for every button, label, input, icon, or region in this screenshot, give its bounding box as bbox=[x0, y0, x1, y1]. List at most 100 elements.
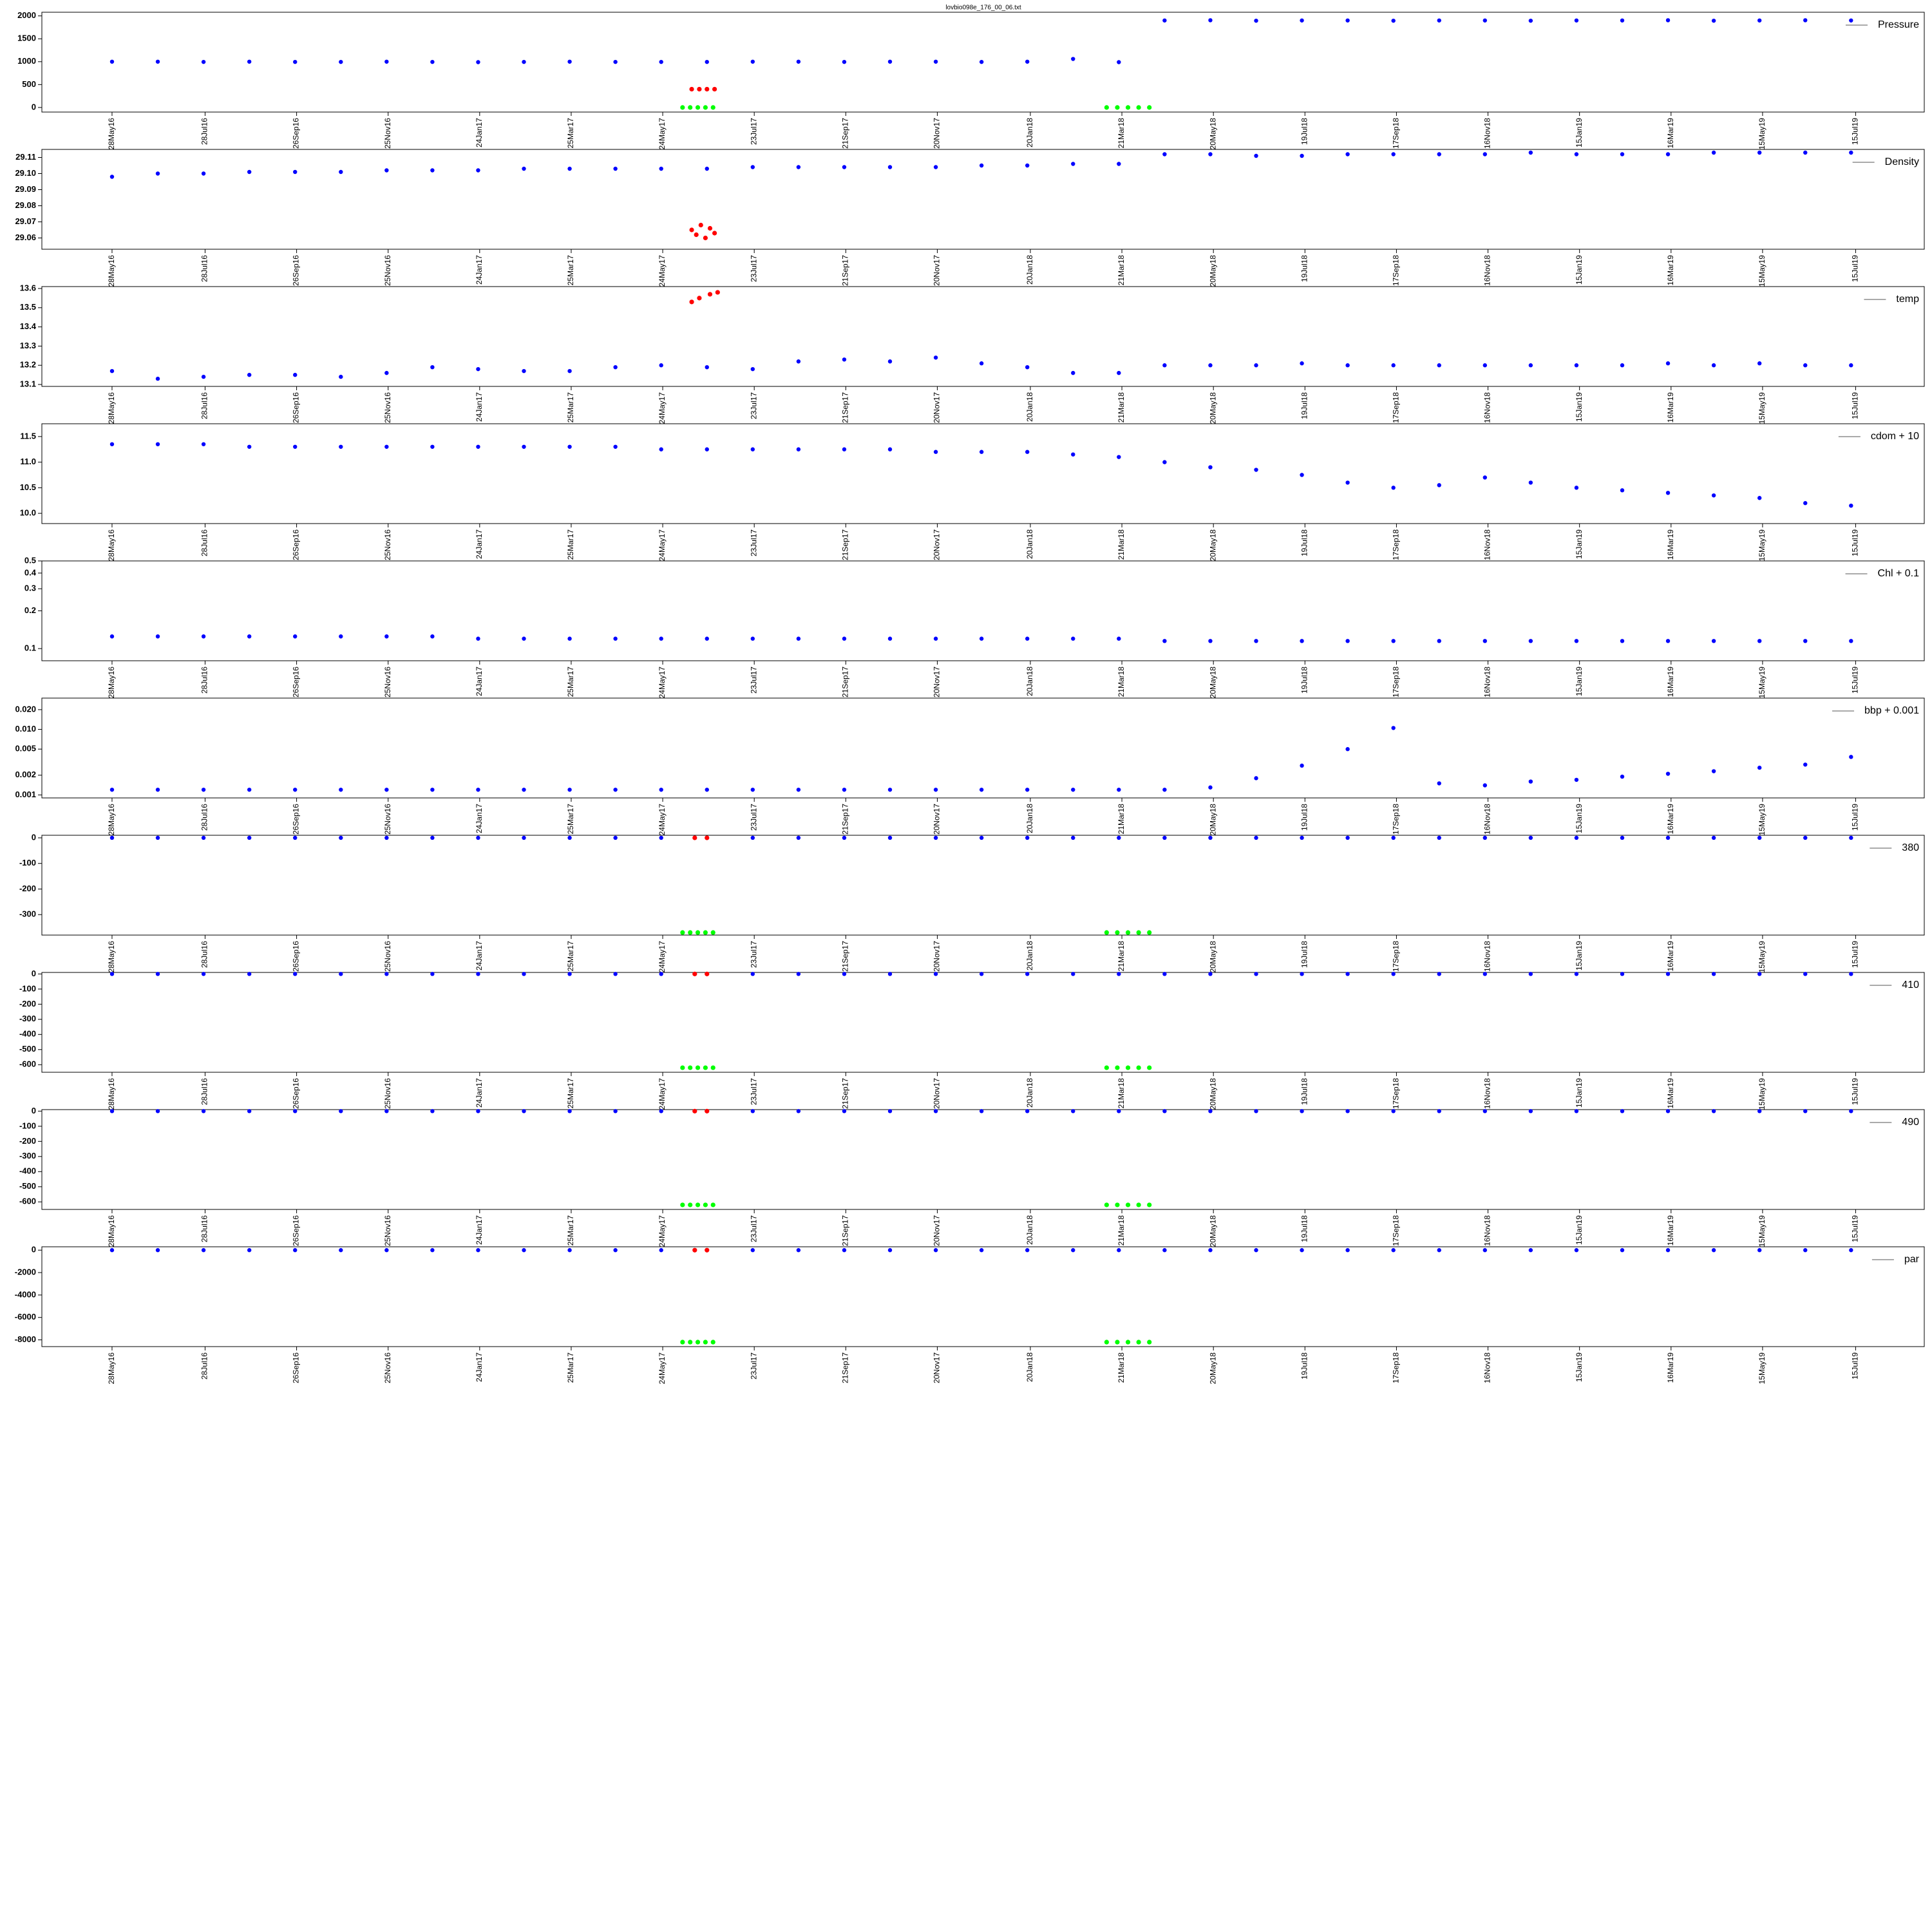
x-tick-label: 21Sep17 bbox=[840, 804, 849, 835]
data-point bbox=[293, 788, 298, 792]
data-point bbox=[1437, 18, 1441, 23]
data-point bbox=[710, 1202, 715, 1208]
data-point bbox=[1482, 835, 1488, 840]
x-tick-label: 26Sep16 bbox=[292, 118, 301, 149]
panel: 0.001 0.002 0.005 0.010 0.020 28May16 28Jul16 2… bbox=[15, 697, 1925, 836]
data-point bbox=[1104, 930, 1109, 935]
data-point bbox=[979, 788, 984, 792]
x-tick-label: 21Sep17 bbox=[840, 529, 849, 560]
data-point bbox=[705, 1108, 710, 1113]
data-point bbox=[1711, 769, 1716, 773]
data-point bbox=[887, 59, 893, 64]
y-tick-label: -100 bbox=[19, 983, 36, 993]
x-tick-label: 17Sep18 bbox=[1392, 1215, 1401, 1246]
data-point bbox=[1162, 18, 1167, 23]
x-tick-label: 24May17 bbox=[658, 804, 667, 836]
data-point bbox=[1117, 972, 1121, 976]
data-point bbox=[339, 59, 343, 64]
data-point bbox=[1757, 765, 1762, 770]
y-tick-label: -400 bbox=[19, 1029, 36, 1039]
x-tick-label: 24Jan17 bbox=[475, 392, 484, 422]
data-point bbox=[155, 442, 160, 446]
data-point bbox=[1162, 835, 1167, 840]
data-point bbox=[430, 972, 435, 976]
data-point bbox=[1757, 361, 1762, 366]
data-point bbox=[1849, 1109, 1853, 1113]
data-point bbox=[842, 59, 847, 64]
data-point bbox=[201, 59, 206, 64]
x-tick-label: 17Sep18 bbox=[1392, 667, 1401, 697]
data-point bbox=[1345, 1109, 1350, 1113]
data-point bbox=[659, 363, 663, 368]
y-tick-label: -300 bbox=[19, 1014, 36, 1023]
data-point bbox=[1803, 762, 1808, 767]
y-tick-label: -600 bbox=[19, 1059, 36, 1069]
x-tick-label: 26Sep16 bbox=[292, 941, 301, 972]
data-point bbox=[522, 972, 526, 976]
data-point bbox=[613, 788, 618, 792]
data-point bbox=[613, 972, 618, 976]
data-point bbox=[430, 634, 435, 639]
data-point bbox=[1117, 1109, 1121, 1113]
y-tick-label: 0 bbox=[32, 832, 36, 842]
x-tick-label: 24Jan17 bbox=[475, 529, 484, 559]
data-point bbox=[1104, 1065, 1109, 1070]
data-point bbox=[567, 368, 572, 374]
x-tick-label: 21Mar18 bbox=[1117, 667, 1126, 697]
data-point bbox=[1391, 18, 1396, 23]
data-point bbox=[567, 1109, 572, 1113]
data-point bbox=[339, 169, 343, 175]
x-tick-label: 17Sep18 bbox=[1392, 1078, 1401, 1109]
y-tick-label: -500 bbox=[19, 1181, 36, 1191]
x-tick-label: 21Mar18 bbox=[1117, 1078, 1126, 1109]
x-tick-label: 20Nov17 bbox=[933, 1215, 942, 1246]
data-point bbox=[1757, 1109, 1762, 1113]
data-point bbox=[695, 1065, 701, 1070]
data-point bbox=[1147, 1340, 1152, 1345]
data-point bbox=[1117, 788, 1121, 792]
data-point bbox=[522, 835, 526, 840]
data-point bbox=[1115, 1065, 1120, 1070]
x-tick-label: 20May18 bbox=[1208, 667, 1217, 699]
y-tick-label: -300 bbox=[19, 1151, 36, 1160]
data-point bbox=[887, 972, 893, 976]
y-tick-label: 29.09 bbox=[15, 184, 36, 194]
panel: 0.1 0.2 0.3 0.4 0.5 28May16 28Jul16 26Sep16 25No… bbox=[24, 555, 1925, 699]
x-tick-label: 20May18 bbox=[1208, 941, 1217, 973]
data-point bbox=[1254, 835, 1258, 840]
x-tick-label: 24May17 bbox=[658, 529, 667, 562]
y-tick-label: 13.1 bbox=[20, 379, 36, 388]
x-tick-label: 24Jan17 bbox=[475, 1352, 484, 1382]
x-tick-label: 19Jul18 bbox=[1300, 392, 1309, 419]
data-point bbox=[1136, 1202, 1141, 1208]
data-point bbox=[1711, 639, 1716, 643]
x-tick-label: 20May18 bbox=[1208, 255, 1217, 287]
y-tick-label: 29.07 bbox=[15, 216, 36, 226]
data-point bbox=[293, 1109, 298, 1113]
data-point bbox=[703, 1065, 708, 1070]
data-point bbox=[476, 168, 480, 173]
x-tick-label: 15Jul19 bbox=[1851, 1215, 1860, 1242]
data-point bbox=[703, 1340, 708, 1345]
data-point bbox=[1620, 774, 1625, 779]
data-point bbox=[688, 1065, 693, 1070]
data-point bbox=[1711, 150, 1716, 155]
x-tick-label: 17Sep18 bbox=[1392, 529, 1401, 560]
x-tick-label: 24May17 bbox=[658, 941, 667, 973]
data-point bbox=[1115, 105, 1120, 110]
data-point bbox=[201, 1248, 206, 1253]
legend-label: par bbox=[1904, 1254, 1920, 1265]
data-point bbox=[1803, 835, 1808, 840]
x-tick-label: 25Mar17 bbox=[566, 1352, 575, 1383]
y-tick-label: 0.4 bbox=[24, 567, 37, 577]
data-point bbox=[1620, 1248, 1625, 1253]
x-tick-label: 28Jul16 bbox=[200, 667, 209, 694]
x-tick-label: 15Jan19 bbox=[1575, 529, 1584, 559]
x-tick-label: 26Sep16 bbox=[292, 392, 301, 423]
x-tick-label: 16Nov18 bbox=[1483, 529, 1492, 560]
data-point bbox=[1711, 363, 1716, 368]
y-tick-label: -8000 bbox=[15, 1334, 36, 1344]
x-tick-label: 19Jul18 bbox=[1300, 529, 1309, 556]
y-tick-label: -200 bbox=[19, 1136, 36, 1146]
x-tick-label: 15Jan19 bbox=[1575, 118, 1584, 147]
